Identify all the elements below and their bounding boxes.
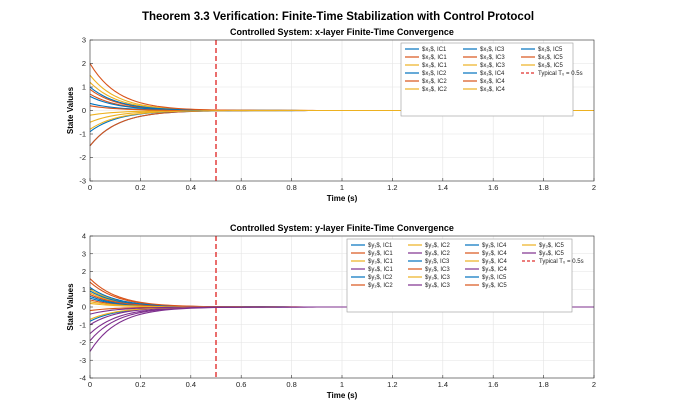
y-tick-label: -2 xyxy=(79,338,86,347)
x-tick-label: 1.2 xyxy=(387,380,397,389)
x-tick-label: 0.2 xyxy=(135,183,145,192)
legend-label: $y₄$, IC5 xyxy=(539,251,564,257)
y-tick-label: -1 xyxy=(79,320,86,329)
legend-label: $x₂$, IC4 xyxy=(480,79,505,85)
legend-label: $y₂$, IC5 xyxy=(482,283,507,289)
legend-label: $x₃$, IC1 xyxy=(422,63,447,69)
x-tick-label: 0.6 xyxy=(236,183,246,192)
x-axis-label: Time (s) xyxy=(327,194,358,203)
x-tick-label: 0.8 xyxy=(286,183,296,192)
legend-label: $y₁$, IC5 xyxy=(482,275,507,281)
x-tick-label: 0.8 xyxy=(286,380,296,389)
x-tick-label: 1.4 xyxy=(438,183,448,192)
legend-label: $x₁$, IC5 xyxy=(538,47,563,53)
chart-title: Controlled System: y-layer Finite-Time C… xyxy=(230,223,454,233)
y-tick-label: 2 xyxy=(82,267,86,276)
legend-label: $y₁$, IC4 xyxy=(482,243,507,249)
y-tick-label: 2 xyxy=(82,59,86,68)
legend-label: $y₃$, IC2 xyxy=(425,243,450,249)
legend-label: $x₁$, IC1 xyxy=(422,47,447,53)
x-tick-label: 0.4 xyxy=(186,183,196,192)
legend-label: $x₃$, IC2 xyxy=(422,87,447,93)
x-tick-label: 1.8 xyxy=(538,380,548,389)
legend-label: $y₁$, IC1 xyxy=(368,243,393,249)
x-tick-label: 0 xyxy=(88,183,92,192)
x-tick-label: 1 xyxy=(340,183,344,192)
legend-label: $x₃$, IC5 xyxy=(538,63,563,69)
y-tick-label: -4 xyxy=(79,374,86,383)
y-tick-label: 3 xyxy=(82,249,86,258)
legend-label: $x₁$, IC2 xyxy=(422,71,447,77)
x-layer-chart: 0 0.2 0.4 0.6 0.8 1 1.2 1.4 1.6 1.8 2 -3 -2 -1 0 1 2 3 Con… xyxy=(66,27,596,203)
x-tick-label: 1.2 xyxy=(387,183,397,192)
legend-box xyxy=(346,238,573,313)
legend: $x₁$, IC1 $x₂$, IC1 $x₃$, IC1 $x₁$, IC2 $x₂$… xyxy=(400,42,583,117)
y-layer-chart: 0 0.2 0.4 0.6 0.8 1 1.2 1.4 1.6 1.8 2 -4 -3 -2 -1 0 1 2 3 4… xyxy=(66,223,596,400)
legend-label: $y₃$, IC4 xyxy=(482,259,507,265)
legend-box xyxy=(400,42,574,117)
x-tick-label: 1.8 xyxy=(538,183,548,192)
legend-label: $y₁$, IC3 xyxy=(425,259,450,265)
legend-label: $y₂$, IC4 xyxy=(482,251,507,257)
y-tick-label: 4 xyxy=(82,232,86,241)
legend-label: $y₃$, IC3 xyxy=(425,275,450,281)
figure-title: Theorem 3.3 Verification: Finite-Time St… xyxy=(142,11,534,23)
x-tick-label: 1 xyxy=(340,380,344,389)
legend-label: $y₄$, IC1 xyxy=(368,267,393,273)
legend-label: $x₂$, IC5 xyxy=(538,55,563,61)
x-tick-label: 2 xyxy=(592,380,596,389)
x-tick-label: 2 xyxy=(592,183,596,192)
x-tick-label: 0.6 xyxy=(236,380,246,389)
legend-label: $x₂$, IC1 xyxy=(422,55,447,61)
legend-label: $y₄$, IC4 xyxy=(482,267,507,273)
legend-label: $x₁$, IC3 xyxy=(480,47,505,53)
legend: $y₁$, IC1 $y₂$, IC1 $y₃$, IC1 $y₄$, IC1 $y₁$… xyxy=(346,238,584,313)
legend-label: $x₂$, IC2 xyxy=(422,79,447,85)
x-tick-label: 0.4 xyxy=(186,380,196,389)
y-tick-label: 1 xyxy=(82,285,86,294)
legend-label: $y₃$, IC1 xyxy=(368,259,393,265)
legend-label: $y₄$, IC2 xyxy=(425,251,450,257)
y-tick-label: 3 xyxy=(82,36,86,45)
y-tick-label: 0 xyxy=(82,106,86,115)
x-tick-label: 0.2 xyxy=(135,380,145,389)
legend-label: $y₂$, IC1 xyxy=(368,251,393,257)
legend-label: $y₂$, IC2 xyxy=(368,283,393,289)
x-axis-label: Time (s) xyxy=(327,391,358,400)
legend-label: $x₁$, IC4 xyxy=(480,71,505,77)
legend-label: $x₃$, IC3 xyxy=(480,63,505,69)
x-tick-label: 1.4 xyxy=(438,380,448,389)
x-tick-label: 1.6 xyxy=(488,380,498,389)
y-tick-label: -3 xyxy=(79,177,86,186)
legend-label: Typical T₀ = 0.5s xyxy=(538,71,583,77)
y-axis-label: State Values xyxy=(66,283,75,331)
legend-label: Typical T₀ = 0.5s xyxy=(539,259,584,265)
chart-title: Controlled System: x-layer Finite-Time C… xyxy=(230,27,454,37)
legend-label: $x₂$, IC3 xyxy=(480,55,505,61)
legend-label: $y₁$, IC2 xyxy=(368,275,393,281)
y-axis-label: State Values xyxy=(66,86,75,134)
legend-label: $x₃$, IC4 xyxy=(480,87,505,93)
y-tick-label: -3 xyxy=(79,356,86,365)
y-tick-label: -1 xyxy=(79,130,86,139)
legend-label: $y₂$, IC3 xyxy=(425,267,450,273)
x-tick-label: 1.6 xyxy=(488,183,498,192)
y-tick-label: -2 xyxy=(79,153,86,162)
y-tick-label: 0 xyxy=(82,303,86,312)
legend-label: $y₃$, IC5 xyxy=(539,243,564,249)
legend-label: $y₄$, IC3 xyxy=(425,283,450,289)
x-tick-label: 0 xyxy=(88,380,92,389)
y-tick-label: 1 xyxy=(82,83,86,92)
